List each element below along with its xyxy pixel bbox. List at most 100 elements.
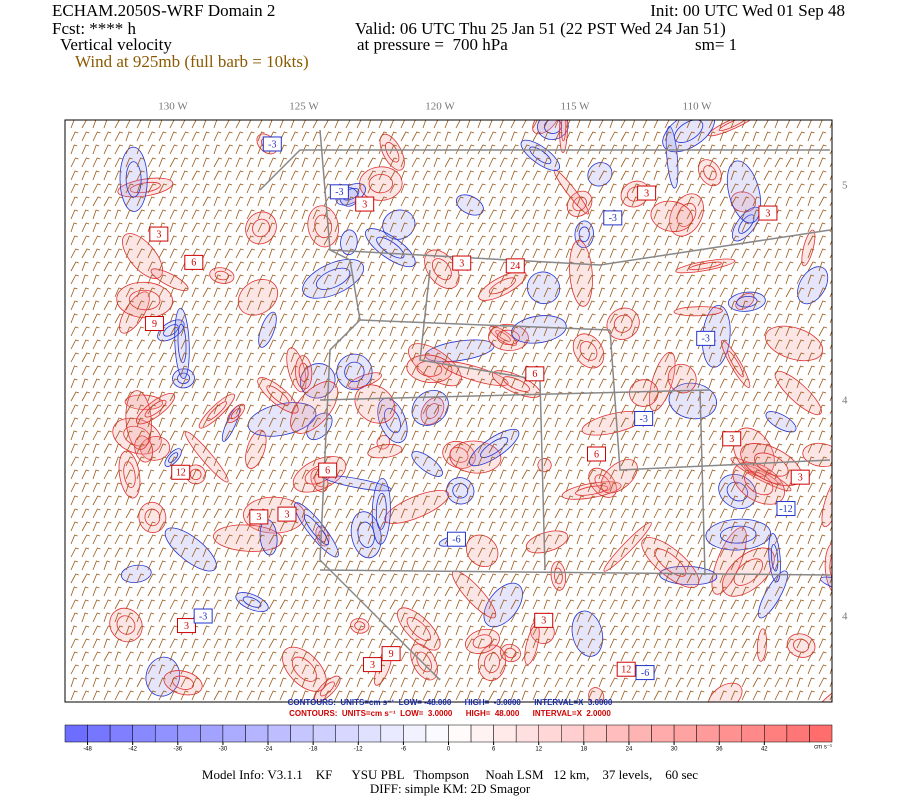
wind-barb [444, 508, 453, 519]
wind-barb [554, 144, 562, 155]
wind-barb [356, 326, 365, 337]
wind-barb [785, 677, 793, 688]
wind-barb [598, 235, 607, 246]
wind-barb [466, 560, 475, 571]
wind-barb [818, 664, 827, 675]
wind-barb [213, 586, 222, 597]
wind-barb [235, 560, 243, 571]
wind-barb [521, 547, 530, 558]
boundary [319, 389, 711, 401]
wind-barb [576, 131, 584, 142]
wind-barb [752, 495, 760, 506]
wind-barb [114, 534, 123, 545]
colorbar: -48 -42 -36 -30 -24 -18 -12 -6 0 6 12 18 24 30 36 42 cm … [64, 724, 833, 753]
wind-barb [400, 430, 409, 441]
wind-barb [521, 235, 530, 246]
wind-barb [752, 209, 760, 220]
wind-barb [81, 287, 89, 298]
wind-barb [565, 157, 573, 168]
wind-barb [202, 638, 211, 649]
wind-barb [180, 120, 189, 129]
wind-barb [686, 534, 695, 545]
wind-barb [686, 131, 695, 142]
wind-barb [290, 469, 299, 480]
wind-barb [81, 274, 89, 285]
wind-barb [378, 456, 387, 467]
wind-barb [741, 222, 749, 233]
wind-barb [587, 378, 595, 389]
wind-barb [191, 664, 200, 675]
wind-barb [301, 339, 309, 350]
wind-barb [631, 352, 639, 363]
longitude-label: 110 W [682, 101, 712, 113]
wind-barb [653, 365, 662, 376]
wind-barb [719, 235, 727, 246]
contour [703, 165, 717, 181]
wind-barb [268, 430, 277, 441]
wind-barb [763, 261, 771, 272]
wind-barb [785, 456, 794, 467]
wind-barb [631, 235, 640, 246]
wind-barb [147, 547, 155, 558]
wind-barb [191, 287, 199, 298]
wind-barb [312, 248, 320, 259]
wind-barb [477, 534, 485, 545]
wind-barb [532, 120, 541, 129]
wind-barb [642, 120, 651, 129]
colorbar-cell [515, 724, 539, 743]
wind-barb [224, 183, 233, 194]
wind-barb [686, 391, 695, 402]
wind-barb [400, 274, 408, 285]
wind-barb [785, 326, 793, 337]
wind-barb [213, 339, 221, 350]
wind-barb [741, 586, 750, 597]
wind-barb [576, 378, 585, 389]
wind-barb [213, 326, 222, 337]
wind-barb [224, 404, 234, 415]
wind-barb [345, 248, 355, 259]
colorbar-cell [583, 724, 607, 743]
wind-barb [488, 157, 497, 168]
wind-barb [147, 300, 156, 311]
wind-barb [125, 586, 133, 597]
wind-barb [763, 469, 771, 480]
wind-barb [752, 612, 762, 623]
wind-barb [642, 274, 651, 285]
wind-barb [312, 521, 320, 532]
contour [344, 361, 365, 383]
wind-barb [730, 313, 738, 324]
wind-barb [587, 157, 597, 168]
wind-barb [598, 534, 607, 545]
wind-barb [81, 534, 90, 545]
wind-barb [752, 261, 760, 272]
wind-note: Wind at 925mb (full barb = 10kts) [75, 52, 309, 71]
wind-barb [224, 430, 233, 441]
wind-barb [257, 339, 266, 350]
wind-barb [620, 287, 629, 298]
positive-contours-note: CONTOURS: UNITS=cm s⁻¹ LOW= 3.0000 HIGH=… [289, 709, 611, 718]
wind-barb [235, 339, 244, 350]
wind-barb [103, 261, 113, 272]
wind-barb [268, 417, 277, 428]
contour-label: -3 [609, 213, 617, 224]
wind-barb [510, 365, 518, 376]
colorbar-tick-label: 30 [671, 747, 678, 753]
wind-barb [224, 261, 233, 272]
colorbar-tick-label: 18 [581, 747, 588, 753]
wind-barb [543, 248, 551, 259]
wind-barb [81, 547, 90, 558]
wind-barb [664, 612, 672, 623]
wind-barb [235, 235, 243, 246]
wind-barb [653, 120, 662, 129]
wind-barb [235, 482, 245, 493]
wind-barb [653, 560, 662, 571]
wind-barb [796, 248, 804, 259]
wind-barb [444, 196, 453, 207]
wind-barb [510, 209, 520, 220]
wind-barb [774, 638, 783, 649]
wind-barb [697, 690, 705, 701]
wind-barb [686, 677, 695, 688]
wind-barb [114, 378, 122, 389]
wind-barb [158, 612, 167, 623]
wind-barb [642, 326, 650, 337]
